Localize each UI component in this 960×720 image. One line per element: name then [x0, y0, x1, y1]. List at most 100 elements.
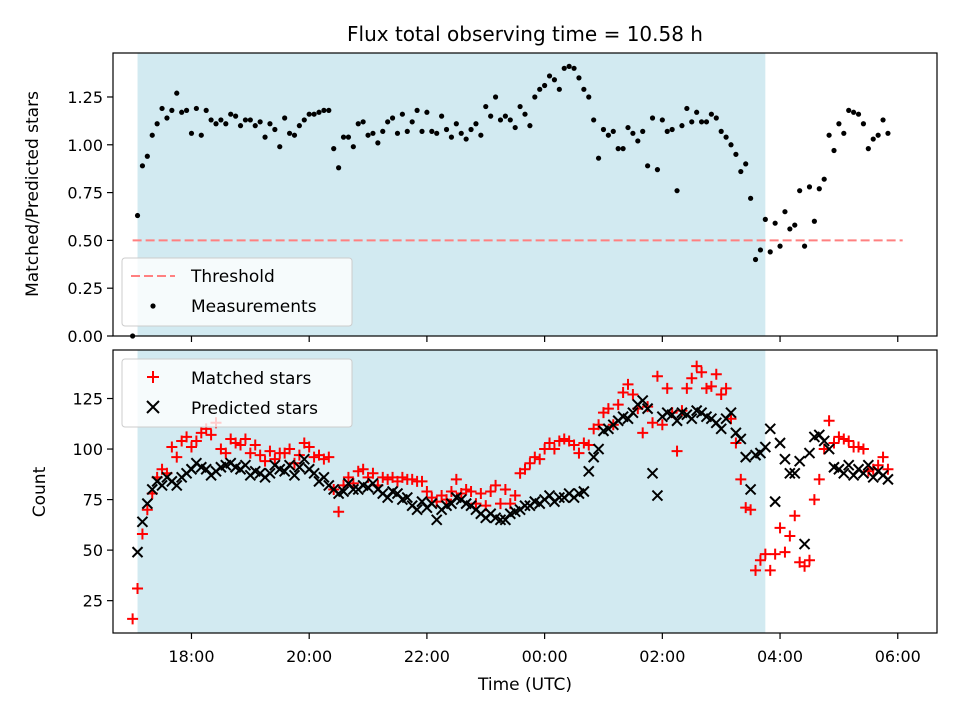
measurement-point — [228, 111, 234, 117]
matched-star-point — [539, 443, 551, 455]
measurement-point — [880, 117, 886, 123]
measurement-point — [649, 115, 656, 121]
measurement-point — [733, 151, 739, 157]
matched-star-point — [568, 439, 580, 451]
matched-star-point — [264, 445, 276, 457]
predicted-star-point — [823, 443, 835, 455]
measurement-point — [797, 188, 803, 194]
x-axis-label: Time (UTC) — [477, 675, 572, 695]
measurement-point — [542, 82, 548, 89]
measurement-point — [782, 209, 788, 215]
measurement-point — [821, 176, 827, 182]
matched-star-point — [838, 433, 850, 445]
predicted-star-point — [583, 465, 595, 477]
matched-star-point — [416, 475, 428, 487]
matched-star-point — [691, 360, 703, 372]
measurement-point — [698, 119, 705, 125]
measurement-point — [517, 103, 523, 110]
measurement-point — [443, 126, 450, 133]
x-tick-label: 04:00 — [757, 647, 803, 666]
matched-star-point — [318, 453, 330, 465]
matched-star-point — [249, 439, 261, 451]
matched-star-point — [705, 380, 717, 392]
measurement-point — [738, 168, 744, 175]
measurement-point — [213, 121, 219, 127]
measurement-point — [277, 144, 283, 150]
matched-star-point — [450, 473, 462, 485]
matched-star-point — [735, 473, 747, 485]
predicted-star-point — [141, 497, 154, 510]
predicted-star-point — [318, 471, 330, 484]
matched-star-point — [284, 443, 296, 455]
predicted-star-point — [735, 433, 747, 445]
matched-star-point — [553, 435, 565, 447]
predicted-stars-legend-icon — [146, 400, 160, 414]
predicted-star-point — [337, 485, 350, 498]
matched-star-point — [671, 445, 683, 457]
measurement-point — [664, 128, 670, 134]
measurement-point — [394, 130, 401, 136]
measurement-point — [316, 109, 322, 115]
predicted-star-point — [789, 467, 801, 480]
measurement-point — [389, 115, 396, 121]
matched-star-point — [377, 471, 389, 483]
matched-star-point — [494, 498, 506, 510]
matched-star-point — [661, 382, 673, 394]
measurement-point — [703, 119, 710, 125]
measurement-point — [223, 121, 229, 127]
predicted-star-point — [774, 437, 786, 449]
predicted-star-point — [862, 459, 875, 471]
measurement-point — [154, 121, 160, 127]
measurement-point — [174, 90, 180, 96]
matched-star-point — [254, 449, 266, 461]
measurement-point — [689, 119, 695, 125]
measurement-point — [507, 117, 513, 123]
measurement-point — [566, 63, 572, 69]
measurement-point — [801, 243, 808, 249]
matched-star-point — [789, 510, 801, 522]
predicted-star-point — [308, 467, 320, 480]
measurement-point — [669, 126, 675, 133]
measurement-point — [767, 249, 773, 255]
measurement-point — [473, 121, 479, 127]
matched-star-point — [367, 467, 379, 479]
measurement-point — [434, 130, 440, 136]
measurement-point — [497, 117, 504, 123]
predicted-star-point — [838, 467, 850, 480]
measurement-point — [635, 138, 641, 144]
matched-star-point — [485, 486, 497, 497]
measurement-point — [674, 188, 680, 194]
x-tick-label: 00:00 — [522, 647, 568, 666]
matched-star-point — [799, 560, 811, 572]
measurement-point — [404, 128, 410, 134]
measurement-point — [527, 123, 533, 129]
predicted-star-point — [411, 503, 423, 516]
predicted-star-point — [347, 483, 360, 496]
measurement-point — [345, 134, 352, 140]
measurement-point — [605, 132, 611, 138]
measurement-point — [301, 117, 307, 123]
matched-star-point — [573, 447, 585, 459]
chart-title: Flux total observing time = 10.58 h — [347, 22, 703, 46]
measurement-point — [537, 86, 543, 92]
predicted-star-point — [779, 453, 791, 465]
measurement-point — [885, 130, 891, 136]
measurement-point — [532, 94, 538, 100]
matched-star-point — [759, 548, 771, 560]
measurement-point — [380, 128, 386, 134]
matched-star-point — [445, 486, 457, 497]
matched-star-point — [244, 447, 256, 459]
measurement-point — [806, 184, 813, 190]
matched-star-point — [181, 431, 193, 443]
matched-star-point — [779, 546, 791, 558]
measurement-point — [218, 117, 224, 123]
measurement-point — [630, 130, 636, 136]
measurement-point — [654, 167, 661, 173]
matched-star-point — [524, 457, 536, 469]
predicted-star-point — [740, 451, 752, 463]
matched-stars-legend-label: Matched stars — [191, 369, 311, 389]
measurement-point — [502, 113, 508, 119]
measurement-point — [483, 103, 489, 110]
measurement-point — [237, 123, 244, 129]
predicted-star-point — [637, 394, 649, 407]
